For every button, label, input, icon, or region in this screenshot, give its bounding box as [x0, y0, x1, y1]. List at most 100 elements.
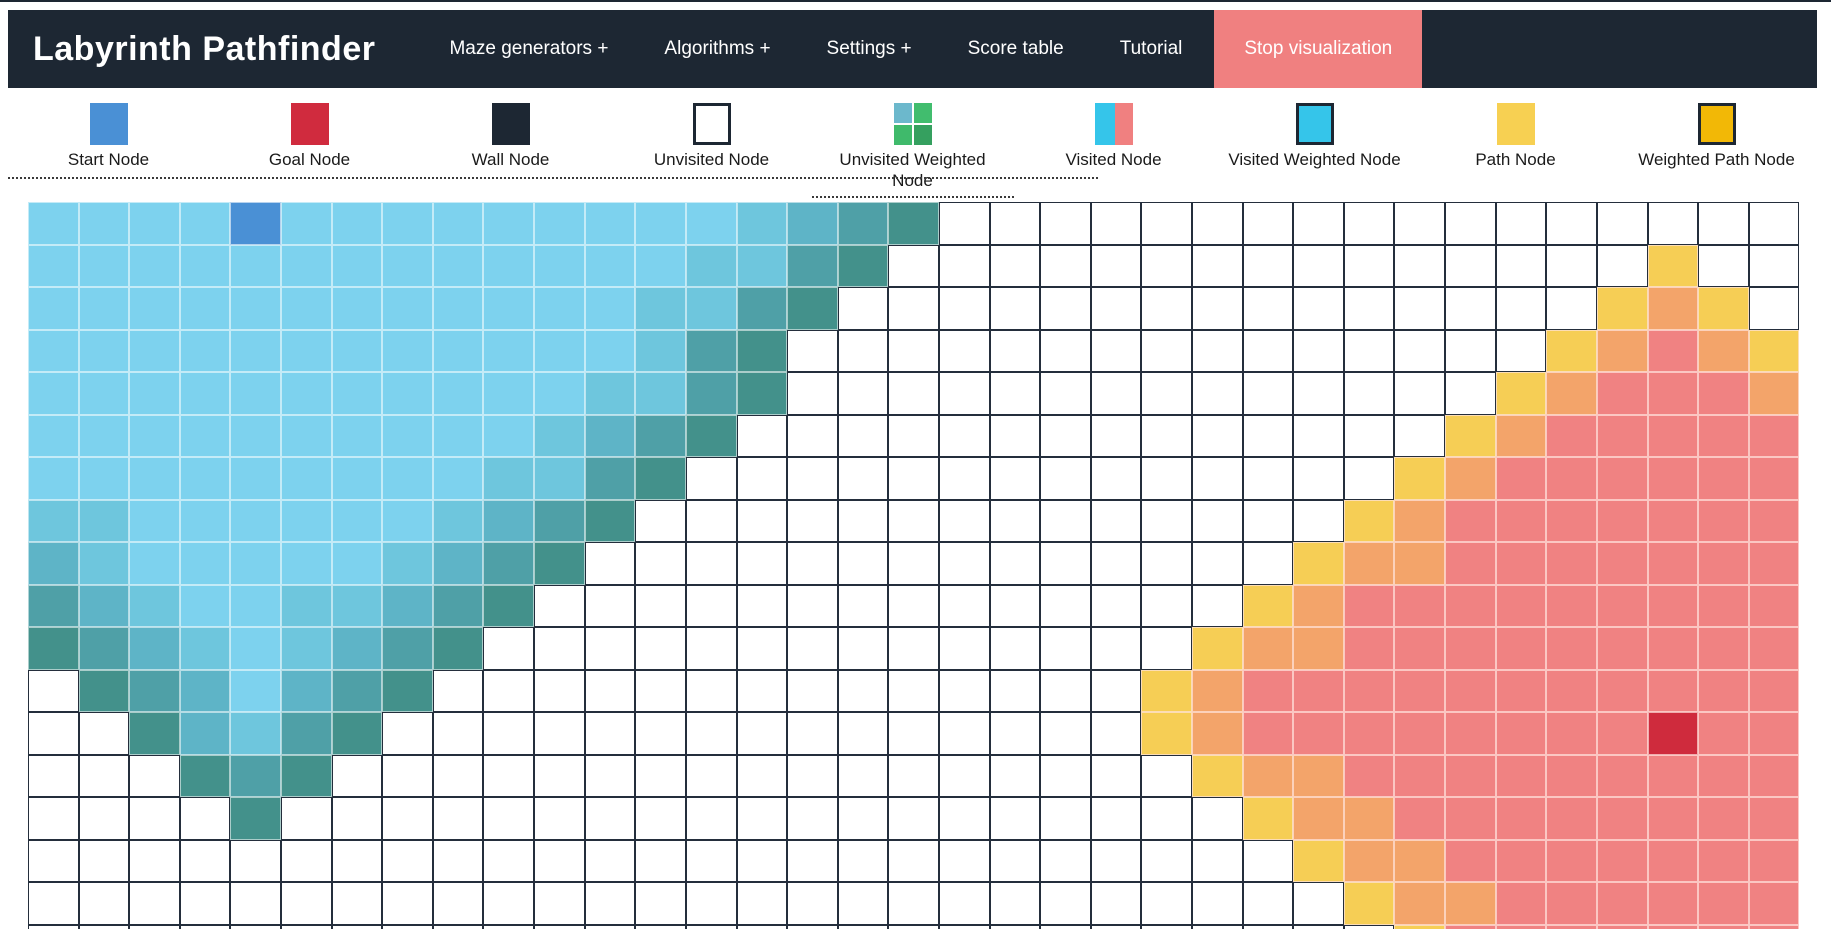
grid-cell[interactable] — [787, 244, 838, 288]
grid-cell[interactable] — [1040, 669, 1091, 713]
grid-cell[interactable] — [78, 797, 130, 840]
grid-cell[interactable] — [1141, 329, 1193, 373]
grid-cell[interactable] — [382, 584, 433, 628]
grid-cell[interactable] — [1090, 457, 1142, 500]
grid-cell[interactable] — [938, 712, 990, 755]
grid-cell[interactable] — [1040, 882, 1091, 925]
grid-cell[interactable] — [1394, 797, 1446, 840]
grid-cell[interactable] — [584, 372, 636, 415]
grid-cell[interactable] — [78, 754, 130, 798]
grid-cell[interactable] — [129, 754, 180, 798]
grid-cell[interactable] — [382, 882, 433, 925]
grid-cell[interactable] — [1141, 499, 1193, 543]
nav-item-tutorial[interactable]: Tutorial — [1119, 38, 1183, 59]
grid-cell[interactable] — [1698, 499, 1749, 543]
grid-cell[interactable] — [331, 499, 383, 543]
grid-cell[interactable] — [1343, 712, 1395, 755]
grid-cell[interactable] — [1495, 499, 1547, 543]
grid-cell[interactable] — [1090, 244, 1142, 288]
grid-cell[interactable] — [938, 457, 990, 500]
grid-cell[interactable] — [1748, 329, 1800, 373]
grid-cell[interactable] — [230, 882, 282, 925]
grid-cell[interactable] — [938, 924, 990, 929]
grid-cell[interactable] — [179, 882, 231, 925]
grid-cell[interactable] — [938, 542, 990, 585]
grid-cell[interactable] — [1141, 924, 1193, 929]
grid-cell[interactable] — [1394, 287, 1446, 330]
grid-cell[interactable] — [938, 797, 990, 840]
grid-cell[interactable] — [534, 499, 585, 543]
grid-cell[interactable] — [1141, 797, 1193, 840]
grid-cell[interactable] — [281, 499, 332, 543]
grid-cell[interactable] — [685, 712, 737, 755]
grid-cell[interactable] — [1040, 329, 1091, 373]
grid-cell[interactable] — [78, 924, 130, 929]
grid-cell[interactable] — [685, 372, 737, 415]
grid-cell[interactable] — [584, 669, 636, 713]
grid-cell[interactable] — [837, 457, 889, 500]
grid-cell[interactable] — [1090, 797, 1142, 840]
grid-cell[interactable] — [331, 329, 383, 373]
grid-cell[interactable] — [1394, 414, 1446, 458]
grid-cell[interactable] — [1192, 924, 1243, 929]
grid-cell[interactable] — [432, 584, 484, 628]
grid-cell[interactable] — [179, 372, 231, 415]
grid-cell[interactable] — [1445, 287, 1496, 330]
grid-cell[interactable] — [1040, 287, 1091, 330]
grid-cell[interactable] — [281, 244, 332, 288]
grid-cell[interactable] — [1090, 499, 1142, 543]
grid-cell[interactable] — [837, 627, 889, 670]
grid-cell[interactable] — [78, 414, 130, 458]
grid-cell[interactable] — [1192, 244, 1243, 288]
grid-cell[interactable] — [331, 712, 383, 755]
grid-cell[interactable] — [1141, 669, 1193, 713]
grid-cell[interactable] — [1141, 754, 1193, 798]
grid-cell[interactable] — [432, 202, 484, 245]
grid-cell[interactable] — [281, 712, 332, 755]
grid-cell[interactable] — [281, 839, 332, 883]
grid-cell[interactable] — [28, 202, 79, 245]
grid-cell[interactable] — [281, 329, 332, 373]
grid-cell[interactable] — [331, 202, 383, 245]
grid-cell[interactable] — [1192, 839, 1243, 883]
grid-cell[interactable] — [1192, 754, 1243, 798]
grid-cell[interactable] — [1394, 584, 1446, 628]
grid-cell[interactable] — [28, 244, 79, 288]
grid-cell[interactable] — [331, 372, 383, 415]
grid-cell[interactable] — [230, 372, 282, 415]
grid-cell[interactable] — [989, 542, 1041, 585]
grid-cell[interactable] — [281, 414, 332, 458]
grid-cell[interactable] — [1192, 202, 1243, 245]
grid-cell[interactable] — [685, 584, 737, 628]
grid-cell[interactable] — [1495, 457, 1547, 500]
grid-cell[interactable] — [1748, 712, 1800, 755]
grid-cell[interactable] — [382, 329, 433, 373]
grid-cell[interactable] — [736, 754, 788, 798]
grid-cell[interactable] — [1090, 712, 1142, 755]
grid-cell[interactable] — [129, 499, 180, 543]
grid-cell[interactable] — [989, 924, 1041, 929]
grid-cell[interactable] — [382, 754, 433, 798]
grid-cell[interactable] — [1242, 797, 1294, 840]
grid-cell[interactable] — [534, 584, 585, 628]
grid-cell[interactable] — [1698, 627, 1749, 670]
grid-cell[interactable] — [331, 244, 383, 288]
grid-cell[interactable] — [584, 542, 636, 585]
grid-cell[interactable] — [1040, 457, 1091, 500]
grid-cell[interactable] — [1596, 882, 1648, 925]
grid-cell[interactable] — [989, 754, 1041, 798]
grid-cell[interactable] — [1647, 244, 1699, 288]
grid-cell[interactable] — [1141, 584, 1193, 628]
grid-cell[interactable] — [1546, 712, 1597, 755]
grid-cell[interactable] — [736, 669, 788, 713]
grid-cell[interactable] — [1090, 414, 1142, 458]
grid-cell[interactable] — [1698, 457, 1749, 500]
grid-cell[interactable] — [1040, 712, 1091, 755]
nav-item-score-table[interactable]: Score table — [967, 38, 1064, 59]
grid-cell[interactable] — [787, 712, 838, 755]
grid-cell[interactable] — [837, 542, 889, 585]
grid-cell[interactable] — [129, 627, 180, 670]
grid-cell[interactable] — [1090, 924, 1142, 929]
grid-cell[interactable] — [1293, 797, 1344, 840]
grid-cell[interactable] — [78, 457, 130, 500]
